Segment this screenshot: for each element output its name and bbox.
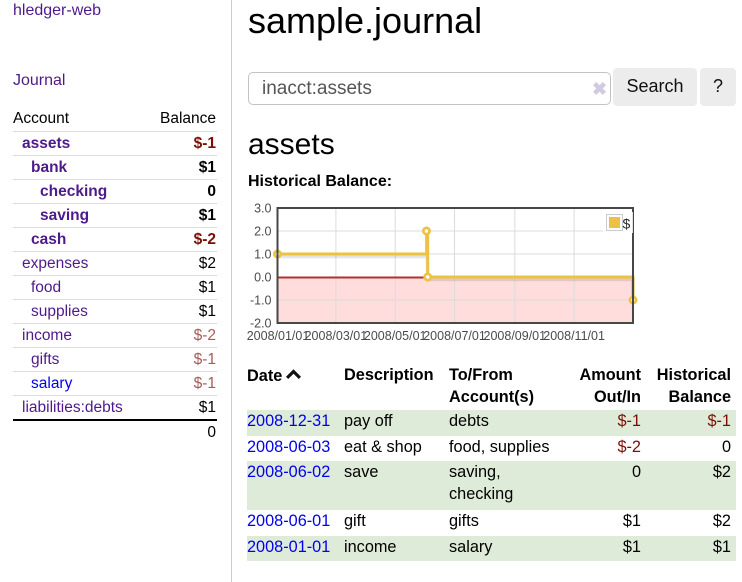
svg-text:$: $: [623, 216, 631, 232]
svg-text:2008/03/01: 2008/03/01: [305, 329, 368, 343]
svg-text:2008/01/01: 2008/01/01: [247, 329, 310, 343]
svg-text:1.0: 1.0: [254, 248, 271, 262]
svg-text:2008/11/01: 2008/11/01: [543, 329, 605, 343]
svg-text:-1.0: -1.0: [250, 294, 272, 308]
svg-text:2.0: 2.0: [254, 225, 271, 239]
svg-text:2008/09/01: 2008/09/01: [484, 329, 547, 343]
svg-text:2008/05/01: 2008/05/01: [364, 329, 427, 343]
svg-text:2008/07/01: 2008/07/01: [423, 329, 486, 343]
svg-text:-2.0: -2.0: [250, 317, 272, 331]
svg-text:0.0: 0.0: [254, 271, 271, 285]
svg-text:3.0: 3.0: [254, 202, 271, 216]
